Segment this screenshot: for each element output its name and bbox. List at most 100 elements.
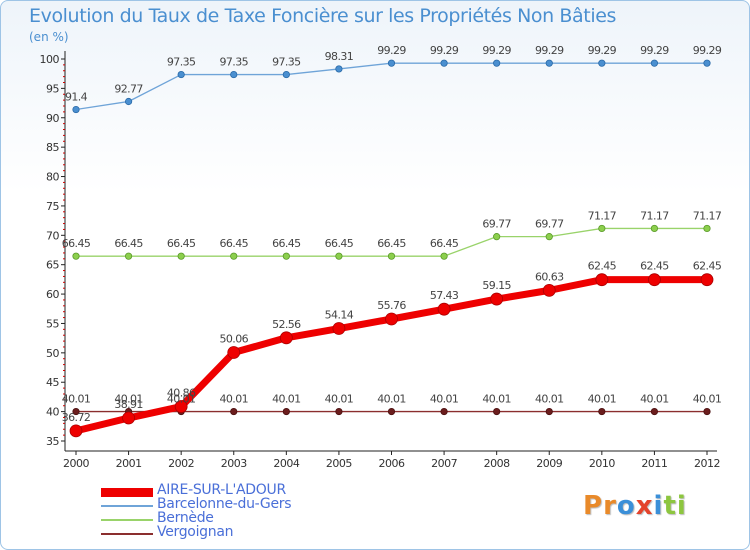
legend-label: Barcelonne-du-Gers — [157, 496, 292, 512]
y-tick-label: 55 — [46, 317, 59, 330]
data-point — [598, 59, 606, 67]
data-label: 55.76 — [377, 299, 406, 312]
data-point — [72, 407, 80, 416]
data-point — [387, 407, 396, 416]
data-point — [703, 407, 711, 416]
data-point — [279, 331, 293, 345]
data-label: 40.01 — [377, 393, 406, 406]
data-point — [124, 252, 133, 260]
data-label: 62.45 — [588, 260, 617, 273]
logo-letter: P — [583, 491, 604, 521]
data-point — [493, 59, 501, 67]
data-label: 99.29 — [377, 44, 406, 57]
data-label: 40.01 — [220, 393, 249, 406]
data-label: 36.72 — [62, 411, 91, 424]
logo-letter: i — [653, 491, 664, 521]
y-tick-label: 60 — [46, 288, 59, 301]
data-label: 50.06 — [220, 332, 249, 345]
x-tick-label: 2009 — [536, 457, 562, 470]
data-label: 97.35 — [272, 56, 301, 69]
data-label: 66.45 — [62, 237, 91, 250]
data-label: 71.17 — [693, 209, 722, 222]
x-tick-label: 2006 — [379, 457, 405, 470]
data-point — [650, 407, 659, 416]
y-tick-label: 90 — [46, 112, 59, 125]
data-label: 71.17 — [588, 209, 617, 222]
data-point — [332, 322, 346, 335]
data-point — [335, 252, 343, 260]
x-tick-label: 2011 — [641, 457, 667, 470]
data-point — [72, 105, 80, 114]
data-label: 40.01 — [114, 393, 143, 406]
data-label: 99.29 — [482, 44, 511, 57]
data-label: 97.35 — [220, 56, 249, 69]
x-tick-label: 2005 — [326, 457, 352, 470]
data-label: 40.01 — [430, 393, 459, 406]
x-tick-label: 2010 — [589, 457, 615, 470]
data-point — [174, 400, 188, 413]
legend-swatch — [101, 533, 153, 535]
data-label: 59.15 — [482, 279, 511, 292]
data-label: 97.35 — [167, 56, 196, 69]
data-point — [177, 252, 185, 260]
data-point — [282, 70, 290, 79]
data-point — [598, 407, 606, 416]
data-point — [335, 407, 343, 416]
data-label: 62.45 — [693, 260, 722, 273]
data-point — [282, 252, 290, 260]
data-label: 40.01 — [62, 393, 91, 406]
legend-label: AIRE-SUR-L'ADOUR — [157, 482, 286, 498]
proxiti-logo: Proxiti — [583, 491, 687, 521]
data-label: 40.86 — [167, 387, 196, 400]
data-label: 66.45 — [325, 237, 354, 250]
x-tick-label: 2012 — [694, 457, 720, 470]
data-point — [437, 302, 451, 316]
data-point — [493, 407, 501, 416]
data-point — [69, 424, 83, 438]
x-tick-label: 2000 — [63, 457, 89, 470]
chart-subtitle: (en %) — [29, 30, 69, 44]
data-label: 66.45 — [167, 237, 196, 250]
data-label: 57.43 — [430, 289, 459, 302]
legend-swatch — [101, 487, 153, 497]
legend-swatch — [101, 519, 153, 521]
data-label: 40.01 — [535, 393, 564, 406]
legend-label: Vergoignan — [157, 524, 234, 540]
x-tick-label: 2007 — [431, 457, 457, 470]
data-point — [177, 70, 185, 79]
data-point — [122, 411, 135, 425]
data-label: 92.77 — [114, 82, 143, 95]
y-tick-label: 40 — [46, 406, 59, 419]
data-point — [335, 65, 343, 73]
data-point — [545, 407, 553, 416]
data-point — [385, 312, 398, 326]
data-label: 66.45 — [272, 237, 301, 250]
data-point — [703, 224, 711, 233]
y-tick-label: 70 — [46, 229, 59, 242]
y-tick-label: 35 — [46, 435, 59, 448]
data-label: 66.45 — [377, 237, 406, 250]
data-label: 54.14 — [325, 309, 354, 322]
data-point — [493, 233, 501, 241]
data-point — [700, 273, 714, 287]
y-tick-label: 75 — [46, 200, 59, 213]
data-label: 99.29 — [535, 44, 564, 57]
data-label: 66.45 — [220, 237, 249, 250]
logo-letter: r — [603, 491, 617, 521]
data-label: 62.45 — [640, 260, 669, 273]
logo-letter: ti — [663, 491, 687, 521]
data-label: 38.91 — [114, 398, 143, 411]
data-point — [387, 252, 396, 260]
data-point — [542, 283, 556, 297]
data-label: 60.63 — [535, 270, 564, 283]
chart-title: Evolution du Taux de Taxe Foncière sur l… — [29, 5, 617, 27]
data-label: 40.01 — [640, 393, 669, 406]
data-point — [490, 292, 504, 306]
data-label: 52.56 — [272, 318, 301, 331]
data-label: 66.45 — [430, 237, 459, 250]
data-point — [72, 252, 80, 260]
data-label: 99.29 — [640, 44, 669, 57]
data-point — [598, 224, 606, 233]
x-tick-label: 2004 — [273, 457, 299, 470]
